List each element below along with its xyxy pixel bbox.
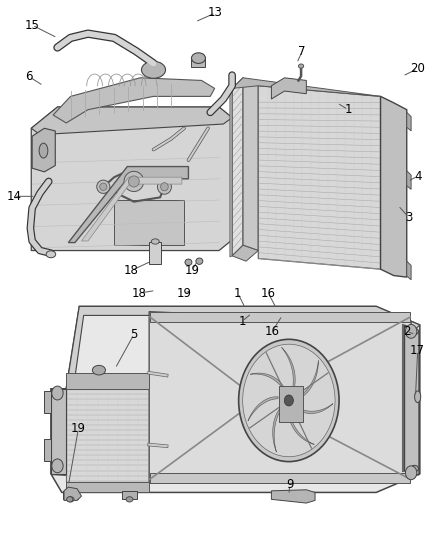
Text: 14: 14 <box>6 190 21 203</box>
Polygon shape <box>407 171 411 189</box>
Polygon shape <box>250 373 285 389</box>
Circle shape <box>243 344 335 457</box>
Ellipse shape <box>298 64 304 68</box>
Bar <box>149 241 161 264</box>
Polygon shape <box>230 88 232 257</box>
Polygon shape <box>232 245 258 261</box>
Polygon shape <box>53 78 215 123</box>
Ellipse shape <box>67 497 74 502</box>
Ellipse shape <box>157 179 171 194</box>
Text: 9: 9 <box>286 478 293 491</box>
Polygon shape <box>51 389 66 474</box>
Text: 17: 17 <box>410 344 425 357</box>
Polygon shape <box>248 397 278 421</box>
Polygon shape <box>31 107 232 251</box>
Circle shape <box>52 386 63 400</box>
Polygon shape <box>272 490 315 503</box>
Text: 19: 19 <box>71 422 86 435</box>
Polygon shape <box>66 306 420 393</box>
Polygon shape <box>68 166 188 243</box>
Ellipse shape <box>126 497 133 502</box>
Polygon shape <box>243 78 258 251</box>
Text: 5: 5 <box>130 328 138 341</box>
Polygon shape <box>258 86 381 269</box>
Polygon shape <box>64 487 81 500</box>
Polygon shape <box>44 439 51 461</box>
Ellipse shape <box>141 61 166 78</box>
Text: 2: 2 <box>403 325 410 338</box>
Circle shape <box>406 466 417 480</box>
Ellipse shape <box>100 183 107 190</box>
Text: 4: 4 <box>414 169 421 183</box>
Ellipse shape <box>128 176 139 187</box>
Polygon shape <box>282 348 295 389</box>
Text: 18: 18 <box>132 287 147 300</box>
Polygon shape <box>32 128 55 172</box>
Ellipse shape <box>191 53 205 63</box>
Polygon shape <box>407 261 411 280</box>
Polygon shape <box>149 312 411 483</box>
Text: 15: 15 <box>25 19 39 31</box>
Text: 20: 20 <box>410 62 425 75</box>
Polygon shape <box>232 78 381 96</box>
Text: 18: 18 <box>124 264 138 277</box>
Polygon shape <box>81 177 182 241</box>
Polygon shape <box>63 491 78 499</box>
Polygon shape <box>273 408 281 452</box>
Ellipse shape <box>411 465 419 472</box>
Polygon shape <box>407 112 411 131</box>
Ellipse shape <box>67 497 73 502</box>
Polygon shape <box>66 373 149 389</box>
Polygon shape <box>272 78 306 99</box>
Bar <box>150 473 410 483</box>
Polygon shape <box>66 389 149 482</box>
Polygon shape <box>381 96 407 277</box>
Ellipse shape <box>46 251 56 258</box>
Text: 7: 7 <box>298 45 306 58</box>
Text: 3: 3 <box>405 211 413 224</box>
Polygon shape <box>288 414 314 445</box>
Polygon shape <box>297 403 333 414</box>
Bar <box>279 385 303 422</box>
Polygon shape <box>44 391 51 413</box>
Bar <box>150 312 410 322</box>
Ellipse shape <box>92 366 106 375</box>
Polygon shape <box>31 107 232 135</box>
Text: 13: 13 <box>208 6 223 19</box>
Ellipse shape <box>415 391 421 402</box>
Circle shape <box>52 459 63 473</box>
Text: 1: 1 <box>234 287 241 300</box>
Text: 16: 16 <box>265 325 280 338</box>
Circle shape <box>406 325 417 338</box>
Polygon shape <box>299 360 318 398</box>
Ellipse shape <box>411 328 419 335</box>
Polygon shape <box>232 78 243 256</box>
Polygon shape <box>51 389 66 475</box>
Text: 16: 16 <box>261 287 276 300</box>
Text: 6: 6 <box>25 70 33 83</box>
Ellipse shape <box>161 183 168 191</box>
Polygon shape <box>122 491 138 499</box>
Ellipse shape <box>185 259 192 265</box>
Text: 19: 19 <box>177 287 191 300</box>
Text: 1: 1 <box>238 315 246 328</box>
Polygon shape <box>66 482 149 492</box>
Polygon shape <box>114 200 184 245</box>
Text: 1: 1 <box>344 103 352 116</box>
Ellipse shape <box>124 171 144 191</box>
Ellipse shape <box>196 258 203 264</box>
Polygon shape <box>51 306 420 492</box>
Ellipse shape <box>39 143 48 158</box>
Bar <box>191 58 205 67</box>
Circle shape <box>284 395 293 406</box>
Circle shape <box>280 390 298 411</box>
Text: 19: 19 <box>184 264 199 277</box>
Circle shape <box>239 340 339 462</box>
Ellipse shape <box>97 180 110 193</box>
Ellipse shape <box>151 239 159 244</box>
Polygon shape <box>405 325 419 475</box>
